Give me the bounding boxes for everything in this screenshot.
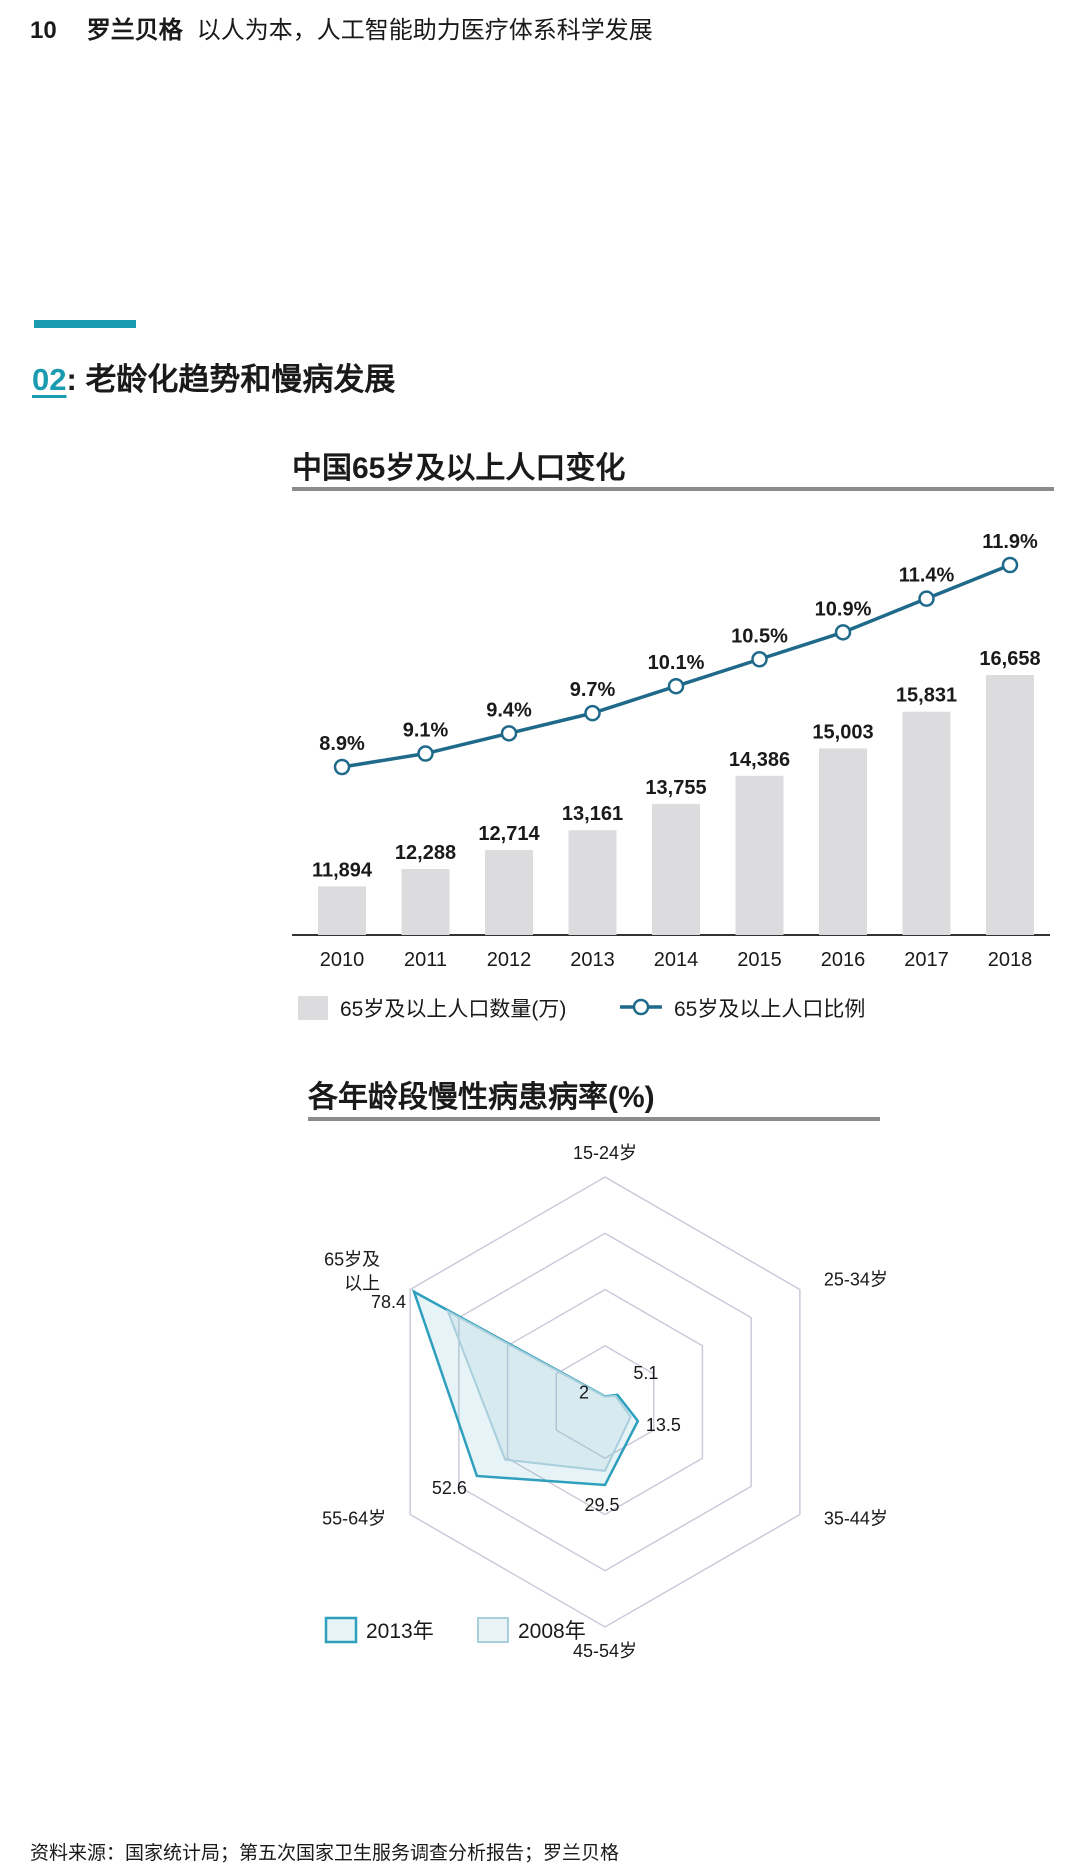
radar-series-2013 <box>411 1289 640 1487</box>
radar-series-2008 <box>445 1309 632 1472</box>
x-tick-label: 2010 <box>320 949 365 971</box>
legend-2013-swatch <box>324 1616 358 1644</box>
radar-value-label: 5.1 <box>633 1363 658 1383</box>
x-tick-label: 2017 <box>904 949 949 971</box>
radar-title-rule <box>308 1117 880 1121</box>
radar-axis-label: 以上 <box>344 1274 380 1294</box>
ratio-label: 11.9% <box>982 531 1038 553</box>
bar-label: 13,161 <box>562 803 623 825</box>
legend-bar-swatch <box>298 996 328 1020</box>
bar-2016 <box>819 748 867 935</box>
radar-axis-label: 35-44岁 <box>824 1509 888 1529</box>
radar-axis-label: 15-24岁 <box>573 1143 637 1163</box>
x-tick-label: 2014 <box>654 949 699 971</box>
bar-label: 12,714 <box>478 823 540 845</box>
ratio-point <box>751 651 768 668</box>
ratio-point <box>834 624 852 641</box>
population-chart-title: 中国65岁及以上人口变化 <box>292 451 625 485</box>
population-title-rule <box>292 487 1054 491</box>
bar-2014 <box>652 803 700 935</box>
legend-2008-label: 2008年 <box>518 1620 586 1643</box>
ratio-point <box>584 704 601 722</box>
bar-label: 15,831 <box>896 685 957 707</box>
brand-name: 罗兰贝格 <box>86 17 183 44</box>
legend-line-marker <box>632 998 650 1016</box>
x-tick-label: 2012 <box>487 949 532 971</box>
ratio-point <box>1001 556 1019 574</box>
x-tick-label: 2011 <box>404 949 447 971</box>
ratio-label: 9.7% <box>570 679 616 701</box>
radar-axis-label: 45-54岁 <box>573 1641 637 1661</box>
ratio-point <box>667 677 685 695</box>
legend-2008-swatch <box>477 1617 509 1643</box>
legend-2013-label: 2013年 <box>366 1620 434 1643</box>
radar-chart-title: 各年龄段慢性病患病率(%) <box>307 1080 655 1114</box>
bar-label: 15,003 <box>812 721 873 743</box>
bar-label: 16,658 <box>979 648 1040 670</box>
radar-axis-label: 55-64岁 <box>322 1509 386 1529</box>
x-tick-label: 2015 <box>737 949 782 971</box>
section-colon: : <box>66 362 77 397</box>
bar-2017 <box>902 711 951 935</box>
bar-2018 <box>986 675 1034 935</box>
ratio-label: 8.9% <box>319 733 365 755</box>
population-chart: 中国65岁及以上人口变化 11,894 2010 12,288 2011 12,714 2… <box>292 451 1054 1021</box>
section-heading: 老龄化趋势和慢病发展 <box>85 362 396 397</box>
bar-2012 <box>485 850 533 935</box>
section-number: 02 <box>32 362 67 397</box>
radar-grid-ring <box>409 1176 801 1628</box>
bar-label: 11,894 <box>312 859 373 881</box>
bar-label: 13,755 <box>645 777 706 799</box>
source-note: 资料来源：国家统计局；第五次国家卫生服务调查分析报告；罗兰贝格 <box>30 1843 620 1864</box>
ratio-label: 11.4% <box>899 565 955 587</box>
x-tick-label: 2013 <box>570 949 615 971</box>
bar-label: 14,386 <box>729 749 790 771</box>
radar-value-label: 52.6 <box>432 1478 467 1498</box>
x-tick-label: 2016 <box>821 949 866 971</box>
bar-2015 <box>735 775 784 935</box>
chronic-disease-chart: 各年龄段慢性病患病率(%) 15-24岁 25-34岁 35-44岁 45-54岁 55… <box>307 1080 888 1661</box>
bar-2010 <box>318 886 366 935</box>
ratio-point <box>333 758 351 776</box>
radar-value-label: 13.5 <box>646 1415 681 1435</box>
ratio-point <box>500 725 518 742</box>
radar-grid-ring <box>555 1344 655 1460</box>
legend-line-label: 65岁及以上人口比例 <box>674 998 865 1021</box>
ratio-label: 9.1% <box>403 720 449 742</box>
ratio-label: 9.4% <box>486 699 532 721</box>
ratio-label: 10.1% <box>648 652 705 674</box>
bar-2011 <box>401 868 450 935</box>
bar-label: 12,288 <box>395 842 456 864</box>
radar-axis-label: 25-34岁 <box>824 1270 888 1290</box>
x-tick-label: 2018 <box>988 949 1033 971</box>
radar-axis-label: 65岁及 <box>324 1250 380 1270</box>
radar-value-label: 2 <box>579 1382 589 1402</box>
radar-value-label: 78.4 <box>371 1292 406 1312</box>
ratio-label: 10.5% <box>731 625 788 647</box>
bar-2013 <box>568 830 617 935</box>
radar-grid-ring <box>506 1288 704 1516</box>
page-header: 10 罗兰贝格 以人为本，人工智能助力医疗体系科学发展 <box>30 10 653 45</box>
ratio-point <box>417 745 434 762</box>
section-accent-bar <box>34 320 136 328</box>
radar-value-label: 29.5 <box>584 1495 619 1515</box>
legend-bar-label: 65岁及以上人口数量(万) <box>340 998 566 1021</box>
page-number: 10 <box>30 17 57 44</box>
ratio-point <box>918 590 935 607</box>
report-subtitle: 以人为本，人工智能助力医疗体系科学发展 <box>196 17 653 44</box>
section-title: 02: 老龄化趋势和慢病发展 <box>32 354 395 399</box>
ratio-label: 10.9% <box>815 598 872 620</box>
